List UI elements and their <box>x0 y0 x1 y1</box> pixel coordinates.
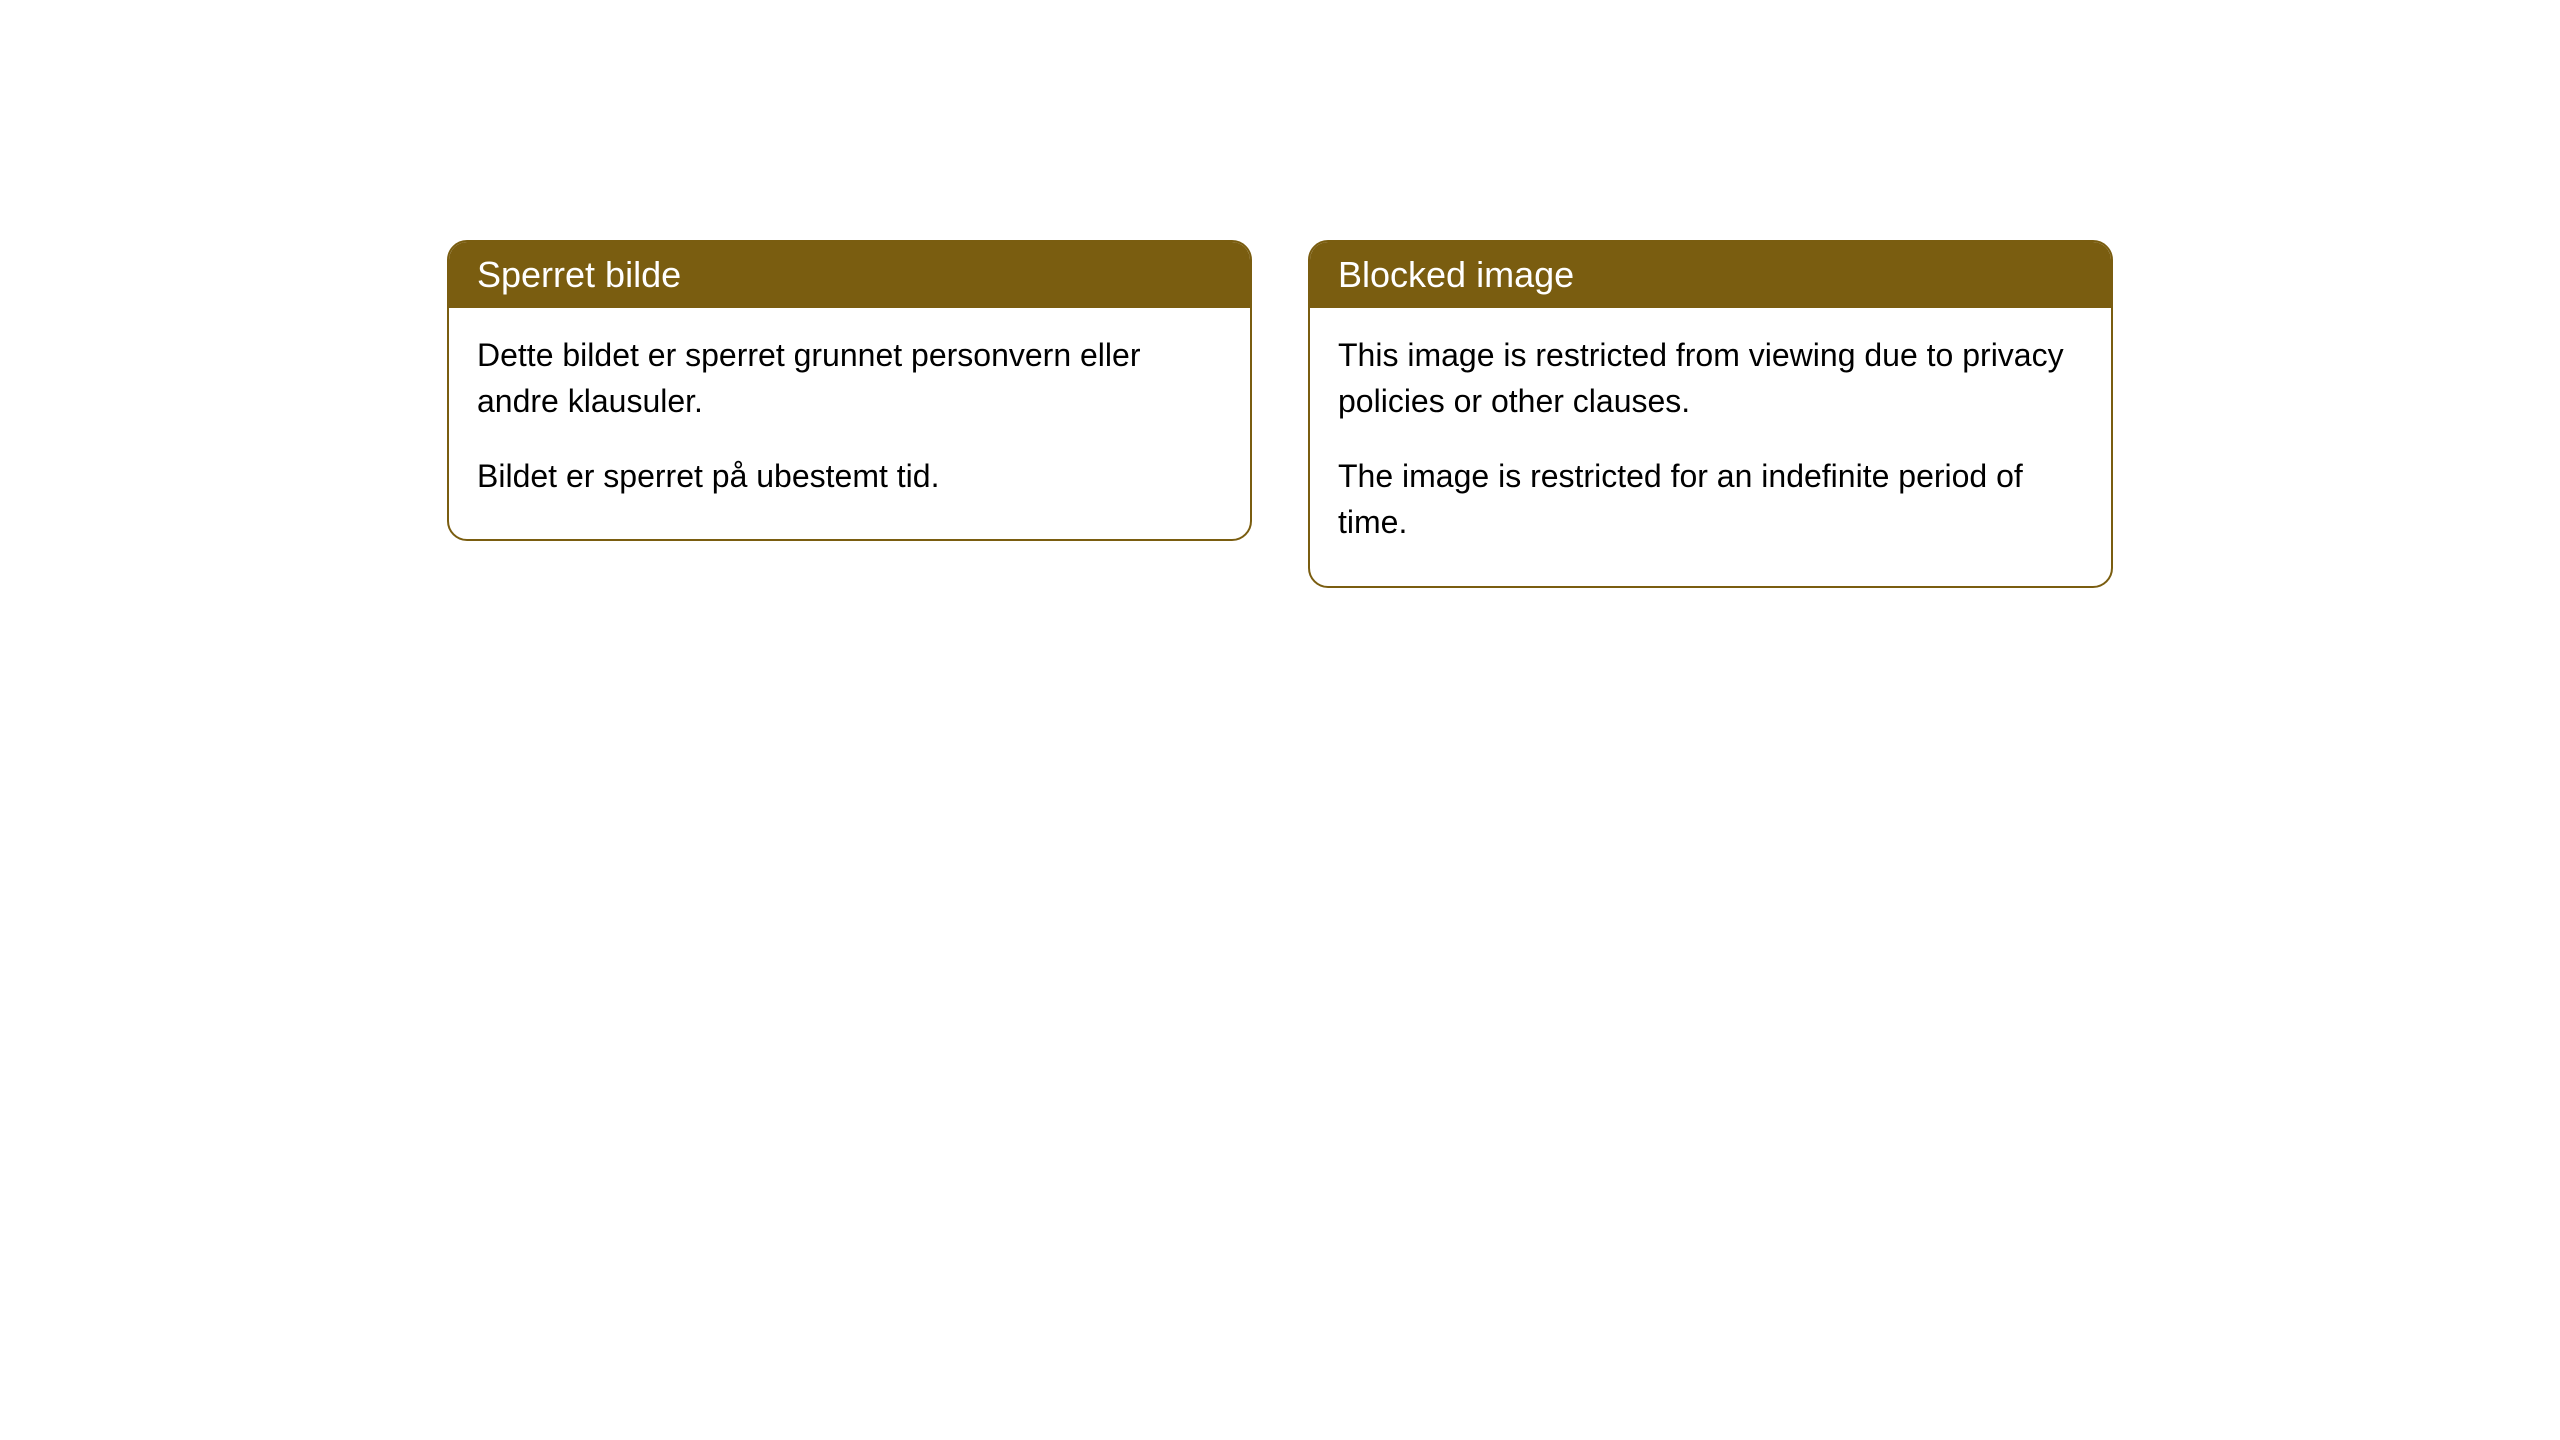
notice-title-english: Blocked image <box>1338 254 1574 295</box>
notice-title-norwegian: Sperret bilde <box>477 254 681 295</box>
notice-paragraph-1-norwegian: Dette bildet er sperret grunnet personve… <box>477 332 1222 425</box>
notice-paragraph-2-norwegian: Bildet er sperret på ubestemt tid. <box>477 453 1222 499</box>
notice-header-english: Blocked image <box>1310 242 2111 308</box>
notice-body-english: This image is restricted from viewing du… <box>1310 308 2111 586</box>
notice-header-norwegian: Sperret bilde <box>449 242 1250 308</box>
notice-card-english: Blocked image This image is restricted f… <box>1308 240 2113 588</box>
notice-card-norwegian: Sperret bilde Dette bildet er sperret gr… <box>447 240 1252 541</box>
notice-paragraph-1-english: This image is restricted from viewing du… <box>1338 332 2083 425</box>
notice-paragraph-2-english: The image is restricted for an indefinit… <box>1338 453 2083 546</box>
notice-body-norwegian: Dette bildet er sperret grunnet personve… <box>449 308 1250 539</box>
